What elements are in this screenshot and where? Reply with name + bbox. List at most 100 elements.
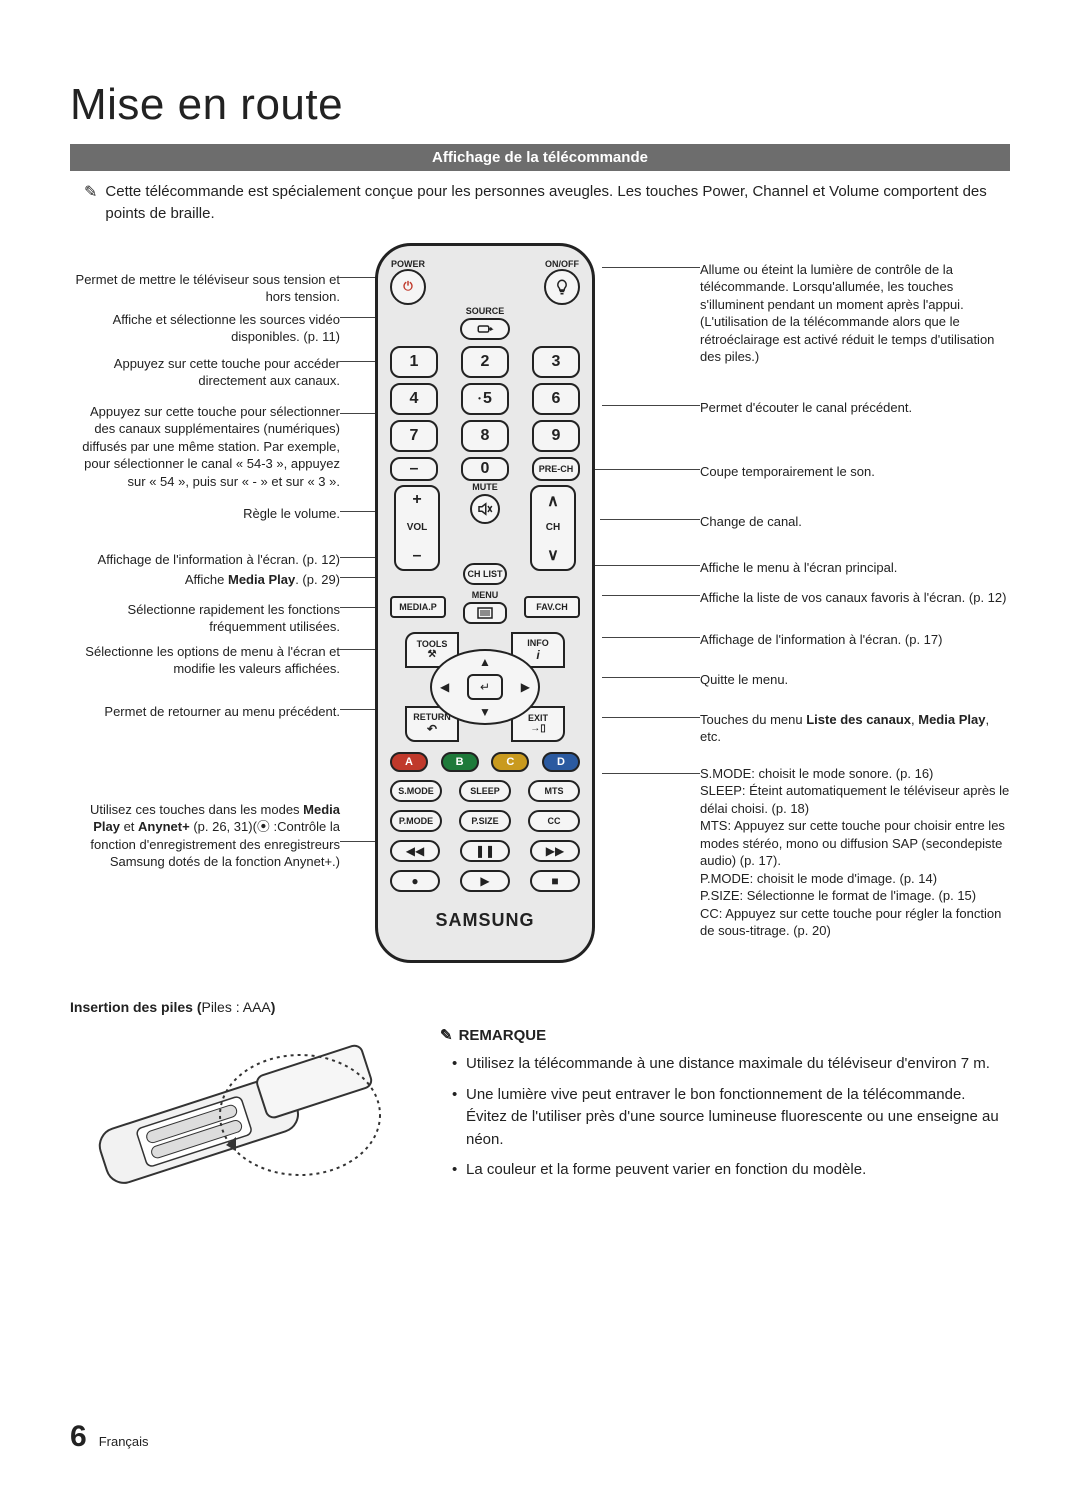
label-modes-l0: S.MODE: choisit le mode sonore. (p. 16) — [700, 765, 1010, 783]
label-colors-b1: Liste des canaux — [806, 712, 911, 727]
arrow-left-icon: ◀ — [440, 680, 449, 694]
label-mediap-post: . (p. 29) — [295, 572, 340, 587]
label-volume: Règle le volume. — [70, 505, 340, 523]
stop-button[interactable]: ■ — [530, 870, 580, 892]
label-mediap-bold: Media Play — [228, 572, 295, 587]
arrow-right-icon: ▶ — [521, 680, 530, 694]
record-button[interactable]: ● — [390, 870, 440, 892]
page-number: 6 — [70, 1420, 87, 1454]
pause-button[interactable]: ❚❚ — [460, 840, 510, 862]
note-icon: ✎ — [440, 1025, 453, 1048]
battery-title-close: ) — [271, 999, 276, 1015]
label-mediap: Affiche Media Play. (p. 29) — [70, 571, 340, 589]
num-8[interactable]: 8 — [461, 420, 509, 452]
favch-button[interactable]: FAV.CH — [524, 596, 580, 618]
label-modes-l1: SLEEP: Éteint automatiquement le télévis… — [700, 782, 1010, 817]
num-6[interactable]: 6 — [532, 383, 580, 415]
color-d-button[interactable]: D — [542, 752, 580, 772]
label-dash: Appuyez sur cette touche pour sélectionn… — [70, 403, 340, 491]
label-mute: Coupe temporairement le son. — [700, 463, 1010, 481]
label-playback: Utilisez ces touches dans les modes Medi… — [70, 801, 340, 871]
color-c-button[interactable]: C — [491, 752, 529, 772]
arrow-down-icon: ▼ — [479, 705, 491, 719]
transport-row-2: ● ▶ ■ — [390, 870, 580, 892]
mute-area: MUTE — [470, 483, 500, 524]
remark-item-1: Une lumière vive peut entraver le bon fo… — [452, 1084, 1010, 1152]
num-9[interactable]: 9 — [532, 420, 580, 452]
color-buttons: A B C D — [390, 752, 580, 772]
label-colors-pre: Touches du menu — [700, 712, 806, 727]
sleep-button[interactable]: SLEEP — [459, 780, 511, 802]
battery-title-b: Insertion des piles ( — [70, 999, 201, 1015]
num-7[interactable]: 7 — [390, 420, 438, 452]
brand-logo: SAMSUNG — [390, 910, 580, 931]
battery-title: Insertion des piles (Piles : AAA) — [70, 999, 1010, 1015]
power-label: POWER — [390, 260, 426, 269]
light-button[interactable] — [544, 269, 580, 305]
menu-label: MENU — [463, 591, 507, 600]
page-language: Français — [99, 1434, 149, 1449]
ffwd-button[interactable]: ▶▶ — [530, 840, 580, 862]
dash-button[interactable]: – — [390, 457, 438, 481]
num-0[interactable]: 0 — [461, 457, 509, 481]
cc-button[interactable]: CC — [528, 810, 580, 832]
num-3[interactable]: 3 — [532, 346, 580, 378]
page-title: Mise en route — [70, 80, 1010, 130]
remark-column: ✎ REMARQUE Utilisez la télécommande à un… — [440, 1025, 1010, 1190]
onoff-label: ON/OFF — [544, 260, 580, 269]
num-5[interactable]: •5 — [461, 383, 509, 415]
vol-up-icon: + — [412, 491, 421, 509]
transport-row-1: ◀◀ ❚❚ ▶▶ — [390, 840, 580, 862]
mediap-button[interactable]: MEDIA.P — [390, 596, 446, 618]
battery-title-rest: Piles : AAA — [201, 999, 270, 1015]
label-modes: S.MODE: choisit le mode sonore. (p. 16) … — [700, 765, 1010, 940]
label-modes-l4: P.SIZE: Sélectionne le format de l'image… — [700, 887, 1010, 905]
dpad: TOOLS⚒ INFOi RETURN↶ EXIT→▯ ▲ ▼ ◀ ▶ ↵ — [405, 632, 565, 742]
color-b-button[interactable]: B — [441, 752, 479, 772]
label-dpad: Sélectionne les options de menu à l'écra… — [70, 643, 340, 678]
smode-button[interactable]: S.MODE — [390, 780, 442, 802]
psize-button[interactable]: P.SIZE — [459, 810, 511, 832]
label-prech: Permet d'écouter le canal précédent. — [700, 399, 1010, 417]
battery-illustration — [70, 1025, 410, 1195]
prech-button[interactable]: PRE-CH — [532, 457, 580, 481]
label-playback-mid: et — [120, 819, 138, 834]
enter-button[interactable]: ↵ — [467, 674, 503, 700]
fn-row-2: P.MODE P.SIZE CC — [390, 810, 580, 832]
source-button[interactable] — [460, 318, 510, 340]
remote-diagram: Permet de mettre le téléviseur sous tens… — [70, 243, 1010, 983]
chlist-button[interactable]: CH LIST — [463, 563, 507, 585]
label-modes-l2: MTS: Appuyez sur cette touche pour chois… — [700, 817, 1010, 870]
label-modes-l3: P.MODE: choisit le mode d'image. (p. 14) — [700, 870, 1010, 888]
remark-item-0: Utilisez la télécommande à une distance … — [452, 1053, 1010, 1076]
bulb-icon — [553, 278, 571, 296]
num-4[interactable]: 4 — [390, 383, 438, 415]
label-chlist: Affichage de l'information à l'écran. (p… — [70, 551, 340, 569]
channel-rocker[interactable]: ∧CH∨ — [530, 485, 576, 571]
num-1[interactable]: 1 — [390, 346, 438, 378]
label-source: Affiche et sélectionne les sources vidéo… — [70, 311, 340, 346]
menu-button[interactable] — [463, 602, 507, 624]
ch-down-icon: ∨ — [547, 545, 559, 565]
menu-row: MEDIA.P MENU FAV.CH — [390, 591, 580, 624]
dpad-ring[interactable]: ▲ ▼ ◀ ▶ ↵ — [430, 649, 540, 725]
number-pad: 1 2 3 4 •5 6 7 8 9 – 0 PRE-CH — [390, 346, 580, 481]
arrow-up-icon: ▲ — [479, 655, 491, 669]
vol-label: VOL — [407, 522, 428, 533]
num-2[interactable]: 2 — [461, 346, 509, 378]
power-button[interactable]: ⏻ — [390, 269, 426, 305]
play-button[interactable]: ▶ — [460, 870, 510, 892]
mute-button[interactable] — [470, 494, 500, 524]
color-a-button[interactable]: A — [390, 752, 428, 772]
remote-body: POWER ⏻ ON/OFF SOURCE 1 2 3 4 — [375, 243, 595, 963]
intro-note-text: Cette télécommande est spécialement conç… — [105, 181, 1010, 225]
rewind-button[interactable]: ◀◀ — [390, 840, 440, 862]
mute-icon — [476, 500, 494, 518]
label-modes-l5: CC: Appuyez sur cette touche pour régler… — [700, 905, 1010, 940]
label-playback-b2: Anynet+ — [138, 819, 190, 834]
mts-button[interactable]: MTS — [528, 780, 580, 802]
pmode-button[interactable]: P.MODE — [390, 810, 442, 832]
volume-rocker[interactable]: +VOL– — [394, 485, 440, 571]
label-menu: Affiche le menu à l'écran principal. — [700, 559, 1010, 577]
battery-section: Insertion des piles (Piles : AAA) ✎ REM — [70, 999, 1010, 1195]
